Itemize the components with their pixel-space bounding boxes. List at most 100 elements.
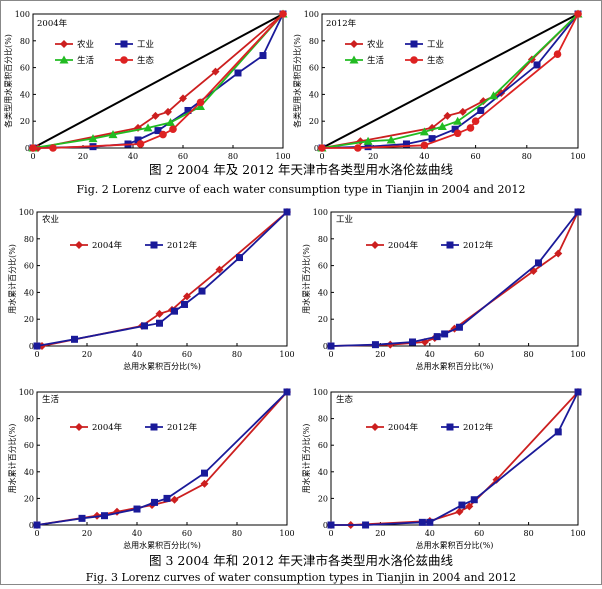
y-tick-label: 0: [29, 342, 34, 351]
legend-label: 2004年: [388, 240, 419, 251]
y-tick-label: 0: [25, 144, 30, 153]
data-point: [458, 107, 467, 116]
data-point: [451, 125, 459, 133]
y-tick-label: 60: [24, 441, 34, 450]
y-tick-label: 40: [318, 468, 328, 477]
legend: 2004年 2012年: [366, 240, 494, 251]
legend-label: 工业: [137, 39, 154, 50]
data-point: [134, 136, 142, 144]
legend-marker: [75, 241, 83, 249]
data-point: [211, 67, 220, 76]
data-point: [141, 322, 148, 330]
x-tick-label: 80: [524, 350, 534, 359]
y-tick-label: 80: [24, 235, 34, 244]
legend-label: 生态: [137, 55, 155, 66]
fig3-caption-en: Fig. 3 Lorenz curves of water consumptio…: [86, 571, 516, 584]
y-tick-label: 60: [20, 64, 30, 73]
data-point: [386, 135, 396, 144]
data-point: [200, 479, 209, 488]
y-tick-label: 20: [309, 117, 319, 126]
data-point: [492, 475, 501, 484]
data-point: [574, 10, 582, 18]
x-tick-label: 100: [275, 152, 290, 161]
x-tick-label: 40: [128, 152, 138, 161]
data-point: [458, 501, 466, 509]
y-tick-label: 100: [313, 388, 328, 397]
x-tick-label: 100: [570, 350, 585, 359]
y-tick-label: 20: [318, 494, 328, 503]
legend: 2004年 2012年: [70, 240, 198, 251]
x-tick-label: 0: [319, 152, 324, 161]
y-tick-label: 0: [314, 144, 319, 153]
legend-label: 生活: [367, 55, 385, 66]
series-line: [330, 211, 579, 347]
data-point: [553, 50, 562, 58]
data-point: [426, 518, 434, 526]
series-1: [327, 208, 582, 350]
data-point: [554, 249, 563, 258]
legend-marker: [120, 56, 128, 64]
data-point: [455, 507, 464, 516]
data-point: [534, 259, 542, 267]
data-point: [71, 335, 78, 343]
y-tick-label: 80: [20, 37, 30, 46]
x-tick-label: 80: [522, 152, 532, 161]
legend-marker: [410, 40, 418, 48]
data-point: [159, 130, 167, 139]
data-point: [371, 341, 379, 349]
x-tick-label: 20: [82, 529, 92, 538]
y-axis-label: 用水累计百分比(%): [301, 424, 311, 494]
data-point: [574, 208, 582, 216]
legend-label: 2004年: [92, 240, 123, 251]
panel-label: 生态: [336, 394, 354, 405]
x-tick-label: 100: [279, 529, 294, 538]
chart-fig3-ecological: 0 20 40 60 80 100 0 20 40 60 80 100 用水累计百分比(%) 总用水累积百…: [301, 388, 586, 550]
x-tick-label: 0: [328, 529, 333, 538]
data-point: [283, 388, 291, 396]
y-tick-label: 100: [313, 208, 328, 217]
data-point: [184, 106, 192, 114]
legend-label: 2012年: [167, 422, 198, 433]
data-point: [419, 127, 429, 136]
data-point: [428, 135, 436, 143]
series-line: [322, 13, 579, 149]
x-tick-label: 20: [78, 152, 88, 161]
x-tick-label: 60: [178, 152, 188, 161]
y-tick-label: 40: [24, 468, 34, 477]
legend-label: 2012年: [167, 240, 198, 251]
y-tick-label: 60: [24, 262, 34, 271]
legend-label: 2012年: [463, 240, 494, 251]
panel-label: 2004年: [37, 18, 68, 29]
x-tick-label: 20: [368, 152, 378, 161]
legend-label: 农业: [77, 39, 94, 50]
legend-marker: [446, 241, 454, 249]
data-point: [154, 127, 162, 135]
y-tick-label: 80: [318, 235, 328, 244]
data-point: [420, 141, 429, 150]
data-point: [354, 144, 362, 152]
data-point: [279, 10, 287, 18]
x-tick-label: 20: [82, 350, 92, 359]
data-point: [29, 144, 37, 152]
y-tick-label: 0: [29, 521, 34, 530]
data-point: [33, 342, 41, 350]
data-point: [363, 136, 373, 145]
x-axis-label: 总用水累积百分比(%): [416, 540, 494, 550]
x-axis-label: 总用水累积百分比(%): [123, 361, 201, 371]
chart-fig3-domestic: 0 20 40 60 80 100 0 20 40 60 80 100 用水累计百分比(%) 总用水累积百…: [7, 388, 295, 550]
data-point: [283, 208, 291, 216]
fig2-caption-en: Fig. 2 Lorenz curve of each water consum…: [77, 183, 526, 196]
chart-fig3-industry: 0 20 40 60 80 100 0 20 40 60 80 100 用水累计百分比(%) 总用水累积百…: [301, 208, 586, 371]
y-tick-label: 0: [323, 342, 328, 351]
panel-label: 农业: [42, 214, 59, 225]
y-tick-label: 20: [20, 117, 30, 126]
x-tick-label: 40: [132, 350, 142, 359]
y-tick-label: 20: [24, 315, 34, 324]
fig2-caption-cn: 图 2 2004 年及 2012 年天津市各类型用水洛伦兹曲线: [149, 162, 453, 177]
data-point: [151, 111, 160, 120]
data-point: [402, 140, 410, 148]
x-tick-label: 0: [30, 152, 35, 161]
series-line: [36, 391, 288, 526]
y-tick-label: 20: [24, 494, 34, 503]
